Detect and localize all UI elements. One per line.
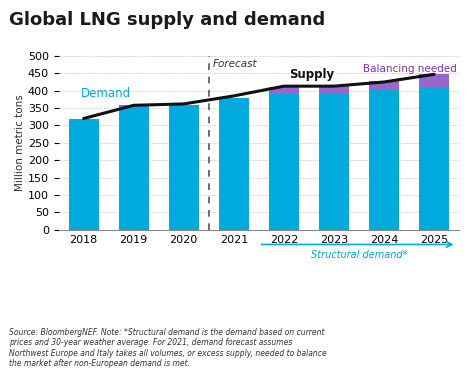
Bar	[369, 90, 399, 230]
Bar	[419, 74, 449, 86]
Bar	[69, 118, 99, 230]
Text: Structural demand*: Structural demand*	[310, 250, 407, 260]
Text: Demand: Demand	[81, 87, 131, 100]
Bar	[369, 81, 399, 90]
Text: Balancing needed: Balancing needed	[363, 63, 456, 73]
Text: Forecast: Forecast	[213, 59, 257, 69]
Bar	[319, 86, 349, 93]
Bar	[269, 86, 299, 94]
Bar	[219, 98, 249, 230]
Text: Global LNG supply and demand: Global LNG supply and demand	[9, 11, 326, 29]
Bar	[169, 104, 199, 230]
Text: Source: BloombergNEF. Note: *Structural demand is the demand based on current
pr: Source: BloombergNEF. Note: *Structural …	[9, 328, 327, 368]
Bar	[118, 104, 149, 230]
Bar	[319, 93, 349, 230]
Text: Supply: Supply	[289, 68, 334, 81]
Bar	[419, 86, 449, 230]
Y-axis label: Million metric tons: Million metric tons	[15, 94, 25, 191]
Bar	[269, 94, 299, 230]
